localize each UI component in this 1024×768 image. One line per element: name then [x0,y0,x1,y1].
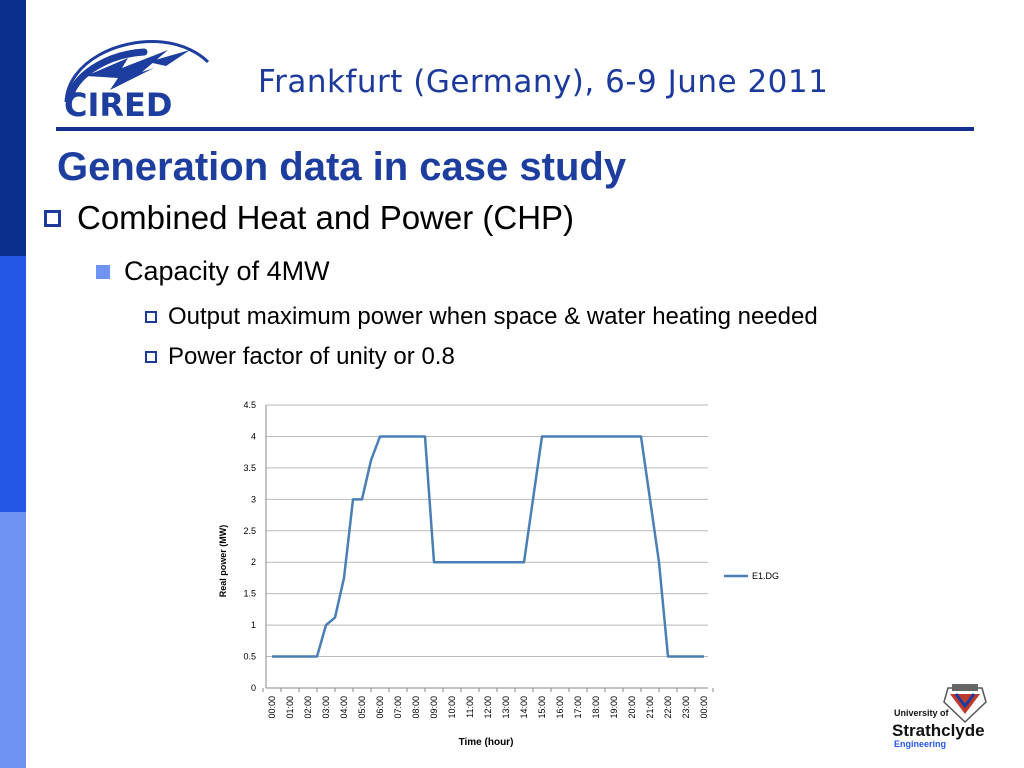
solid-square-bullet-icon [96,264,110,279]
legend-label: E1.DG [752,571,779,581]
bullet-text: Capacity of 4MW [124,256,330,286]
conference-title: Frankfurt (Germany), 6-9 June 2011 [258,64,829,100]
x-tick-label: 13:00 [501,696,511,719]
x-tick-label: 00:00 [267,696,277,719]
left-accent-bar [0,0,26,768]
university-logo: University of Strathclyde Engineering [892,684,987,749]
x-tick-label: 15:00 [537,696,547,719]
y-tick-label: 3.5 [243,463,256,473]
bullet-level3-item: Power factor of unity or 0.8 [145,343,455,371]
x-tick-label: 12:00 [483,696,493,719]
accent-segment-medium [0,256,26,512]
y-tick-label: 1 [251,620,256,630]
y-axis-label: Real power (MW) [218,525,228,598]
x-tick-label: 18:00 [591,696,601,719]
bullet-level3-item: Output maximum power when space & water … [145,303,818,331]
y-tick-label: 0.5 [243,652,256,662]
y-tick-label: 1.5 [243,589,256,599]
x-tick-label: 06:00 [375,696,385,719]
hollow-square-bullet-icon [44,209,61,227]
x-tick-label: 07:00 [393,696,403,719]
hollow-square-bullet-icon [145,351,157,363]
cired-logo-text: CIRED [64,86,172,122]
y-tick-label: 4 [251,431,256,441]
x-tick-label: 19:00 [609,696,619,719]
generation-line-chart: 0 0.5 1 1.5 2 2.5 3 3.5 4 4.5 00:00 01:00 02:00 03:0… [218,400,779,748]
x-tick-label: 10:00 [447,696,457,719]
bullet-level1: Combined Heat and Power (CHP) [44,199,574,237]
university-logo-line3: Engineering [894,739,946,749]
chart-series [272,435,704,658]
university-logo-line1: University of [894,708,950,718]
bullet-level2: Capacity of 4MW [96,256,330,287]
x-tick-label: 00:00 [699,696,709,719]
page-title: Generation data in case study [57,145,627,189]
accent-segment-dark [0,0,26,256]
x-tick-label: 02:00 [303,696,313,719]
x-tick-label: 04:00 [339,696,349,719]
x-tick-label: 20:00 [627,696,637,719]
x-tick-label: 05:00 [357,696,367,719]
x-tick-label: 17:00 [573,696,583,719]
x-tick-labels: 00:00 01:00 02:00 03:00 04:00 05:00 06:00 07:00… [267,696,709,719]
y-tick-label: 2 [251,557,256,567]
x-tick-label: 09:00 [429,696,439,719]
bullet-text: Combined Heat and Power (CHP) [77,199,575,236]
university-logo-line2: Strathclyde [892,721,985,740]
x-axis-label: Time (hour) [459,737,514,748]
hollow-square-bullet-icon [145,311,157,323]
chart-axes [262,405,714,692]
x-tick-label: 08:00 [411,696,421,719]
series-line-e1-dg [272,435,704,658]
y-tick-label: 2.5 [243,526,256,536]
y-tick-label: 4.5 [243,400,256,410]
x-tick-label: 16:00 [555,696,565,719]
x-tick-label: 14:00 [519,696,529,719]
header-divider [56,127,974,131]
y-tick-labels: 0 0.5 1 1.5 2 2.5 3 3.5 4 4.5 [243,400,256,693]
y-tick-label: 3 [251,494,256,504]
cired-logo: CIRED [64,40,210,122]
bullet-text: Output maximum power when space & water … [168,303,818,330]
bullet-text: Power factor of unity or 0.8 [168,343,455,370]
y-tick-label: 0 [251,683,256,693]
accent-segment-light [0,512,26,768]
x-tick-label: 03:00 [321,696,331,719]
x-tick-label: 11:00 [465,696,475,718]
x-tick-label: 22:00 [663,696,673,719]
x-tick-label: 21:00 [645,696,655,719]
chart-legend: E1.DG [724,571,779,581]
x-tick-label: 01:00 [285,696,295,719]
x-tick-label: 23:00 [681,696,691,719]
